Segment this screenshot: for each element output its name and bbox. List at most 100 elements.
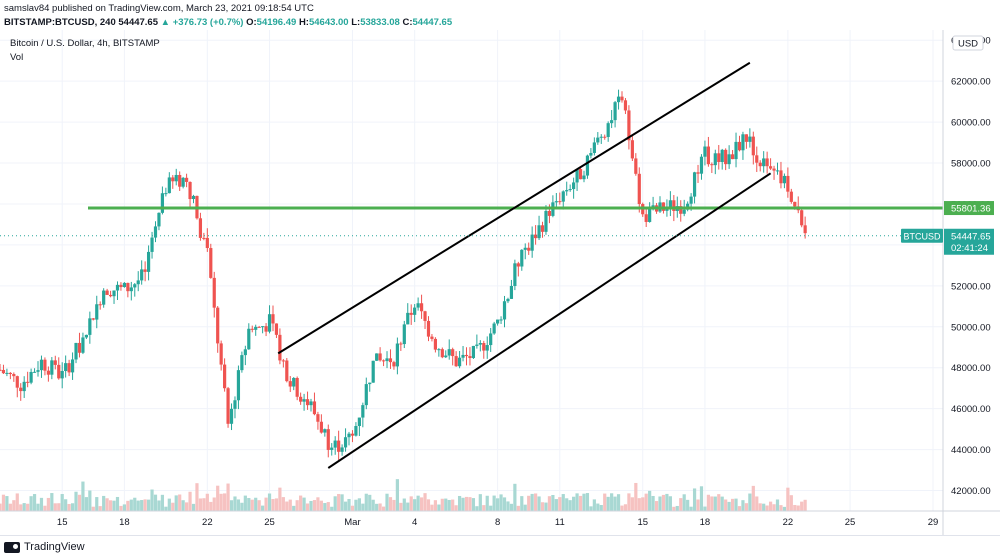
volume-bar xyxy=(492,495,496,511)
volume-bar xyxy=(388,497,393,511)
candle-body xyxy=(561,191,565,202)
volume-bar xyxy=(95,497,99,511)
candle-body xyxy=(57,364,61,379)
volume-bar xyxy=(133,497,137,511)
volume-bar xyxy=(430,504,434,511)
volume-bar xyxy=(57,503,61,511)
volume-bar xyxy=(39,497,44,511)
volume-bar xyxy=(157,500,161,511)
candle-body xyxy=(361,405,365,418)
candle-body xyxy=(330,447,334,450)
candle-body xyxy=(12,374,16,377)
candle-body xyxy=(703,146,707,157)
volume-bar xyxy=(613,496,617,511)
volume-bar xyxy=(219,493,223,511)
volume-bar xyxy=(585,493,590,511)
candle-body xyxy=(105,290,109,295)
trend-line xyxy=(277,61,751,355)
volume-bar xyxy=(136,500,140,511)
volume-bar xyxy=(679,498,683,511)
volume-bar xyxy=(699,486,704,511)
volume-bar xyxy=(419,497,424,511)
volume-bar xyxy=(150,489,154,511)
chart-header: samslav84 published on TradingView.com, … xyxy=(0,0,1000,30)
volume-bar xyxy=(464,496,469,511)
candle-body xyxy=(122,282,126,288)
candle-body xyxy=(347,433,351,438)
candle-body xyxy=(454,356,458,367)
candle-body xyxy=(112,290,116,297)
volume-bar xyxy=(496,498,500,511)
volume-bar xyxy=(641,497,645,511)
volume-bar xyxy=(803,499,807,511)
price-chart[interactable]: 42000.00 44000.00 46000.00 48000.00 50000.00… xyxy=(0,30,1000,535)
volume-bar xyxy=(188,491,192,511)
candle-body xyxy=(537,225,541,239)
candle-body xyxy=(133,284,137,288)
candle-body xyxy=(381,360,386,362)
volume-bar xyxy=(223,493,227,511)
volume-bar xyxy=(627,493,631,511)
volume-bar xyxy=(46,497,50,511)
candle-body xyxy=(288,381,292,387)
candle-body xyxy=(461,354,465,358)
candle-body xyxy=(437,349,441,351)
volume-bar xyxy=(668,496,672,511)
low-value: 53833.08 xyxy=(360,17,400,28)
candle-body xyxy=(599,136,603,138)
volume-bar xyxy=(727,501,731,511)
tradingview-logo[interactable]: TradingView xyxy=(4,541,85,553)
volume-bar xyxy=(323,503,327,511)
candle-body xyxy=(399,343,403,345)
candle-body xyxy=(202,237,206,239)
candle-body xyxy=(610,120,614,124)
candle-body xyxy=(630,140,634,159)
candle-body xyxy=(312,401,317,415)
candle-body xyxy=(278,334,282,361)
level-price-tag xyxy=(944,201,994,216)
volume-bar xyxy=(167,498,171,511)
candle-body xyxy=(765,158,769,167)
volume-bar xyxy=(119,505,123,511)
candle-body xyxy=(447,349,451,356)
volume-bar xyxy=(779,505,783,511)
volume-bar xyxy=(229,500,234,511)
candle-body xyxy=(592,142,596,154)
volume-bar xyxy=(440,498,444,511)
candle-body xyxy=(29,371,33,383)
candle-body xyxy=(19,387,23,392)
candle-body xyxy=(243,349,247,356)
tradingview-icon xyxy=(4,541,20,553)
candle-body xyxy=(319,421,323,433)
candle-body xyxy=(547,210,552,216)
candle-body xyxy=(64,363,68,371)
volume-bar xyxy=(343,501,348,511)
volume-bar xyxy=(354,499,358,511)
volume-bar xyxy=(316,497,320,511)
candle-body xyxy=(720,149,724,162)
volume-bar xyxy=(305,503,310,511)
volume-bar xyxy=(288,499,292,511)
volume-bar xyxy=(319,500,323,511)
candle-body xyxy=(762,158,766,167)
volume-bar xyxy=(758,503,762,511)
candle-body xyxy=(409,312,413,315)
candle-body xyxy=(254,326,258,330)
candle-body xyxy=(471,345,476,359)
candle-body xyxy=(198,218,203,238)
volume-bar xyxy=(416,495,420,511)
volume-bar xyxy=(451,499,455,511)
volume-bar xyxy=(658,496,662,511)
candle-body xyxy=(751,136,755,156)
volume-bar xyxy=(409,496,413,511)
candle-body xyxy=(274,323,279,335)
volume-bar xyxy=(264,497,268,511)
volume-bar xyxy=(381,506,386,511)
x-tick-label: 25 xyxy=(264,517,275,528)
volume-bar xyxy=(60,494,64,511)
x-tick-label: 25 xyxy=(845,517,856,528)
volume-bar xyxy=(32,494,37,511)
candle-body xyxy=(157,212,161,227)
volume-bar xyxy=(423,493,427,511)
candle-body xyxy=(575,169,579,183)
